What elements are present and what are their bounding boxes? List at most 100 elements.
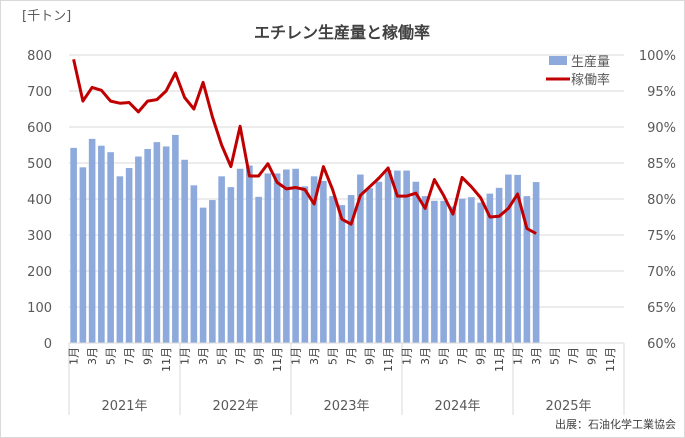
bar <box>338 205 346 343</box>
bar <box>357 174 364 343</box>
month-tick-label: 3月 <box>86 347 99 365</box>
bar <box>514 174 521 343</box>
source-note: 出展：石油化学工業協会 <box>555 417 676 431</box>
bar <box>412 181 420 343</box>
bar <box>116 176 124 343</box>
right-tick-label: 75% <box>647 229 676 244</box>
bar <box>264 173 272 343</box>
bar <box>292 168 299 343</box>
left-axis-unit: [千トン] <box>22 9 71 24</box>
bar <box>449 206 457 343</box>
month-tick-label: 9月 <box>142 347 155 365</box>
month-tick-label: 3月 <box>530 347 543 365</box>
month-tick-label: 1月 <box>512 347 525 365</box>
bar <box>273 173 281 343</box>
right-tick-label: 60% <box>647 337 676 352</box>
month-tick-label: 7月 <box>345 347 358 365</box>
bar <box>394 170 401 343</box>
month-tick-label: 1月 <box>68 347 81 365</box>
left-tick-label: 300 <box>27 229 52 244</box>
bar <box>70 147 77 343</box>
month-tick-label: 5月 <box>216 347 229 365</box>
chart-title: エチレン生産量と稼働率 <box>254 23 430 42</box>
legend-label-production: 生産量 <box>571 54 610 70</box>
bar <box>505 174 512 343</box>
bar <box>153 142 161 343</box>
month-tick-label: 1月 <box>290 347 303 365</box>
bar <box>236 168 244 343</box>
right-tick-label: 70% <box>647 265 676 280</box>
bar <box>366 188 373 343</box>
month-tick-label: 11月 <box>160 347 173 372</box>
bar <box>199 207 207 343</box>
bar <box>320 181 327 343</box>
left-tick-label: 600 <box>27 121 52 136</box>
right-tick-label: 65% <box>647 301 676 316</box>
bar <box>107 152 114 343</box>
bar <box>181 159 188 343</box>
month-tick-label: 7月 <box>234 347 247 365</box>
month-tick-label: 11月 <box>493 347 506 372</box>
bar <box>431 200 438 343</box>
bar <box>495 187 503 343</box>
left-tick-label: 200 <box>27 265 52 280</box>
bar <box>301 186 309 343</box>
bar <box>88 138 96 343</box>
bar <box>523 196 531 343</box>
bar <box>421 196 429 343</box>
bar <box>375 181 383 343</box>
year-label: 2024年 <box>434 399 480 414</box>
right-tick-label: 85% <box>647 157 676 172</box>
legend-bar-swatch <box>549 56 567 65</box>
bar <box>162 146 170 343</box>
bar <box>246 165 253 343</box>
bar <box>135 156 142 343</box>
bar <box>190 185 198 343</box>
bar <box>384 170 392 343</box>
left-tick-label: 700 <box>27 85 52 100</box>
bar <box>209 200 216 343</box>
month-tick-label: 9月 <box>586 347 599 365</box>
month-tick-label: 11月 <box>604 347 617 372</box>
left-tick-label: 400 <box>27 193 52 208</box>
month-tick-label: 5月 <box>549 347 562 365</box>
bar <box>458 198 466 343</box>
bar <box>227 187 235 343</box>
utilization-line <box>72 58 537 235</box>
bar <box>310 176 318 343</box>
bar <box>98 145 105 343</box>
bar <box>403 170 410 343</box>
bar <box>477 202 484 343</box>
legend-label-utilization: 稼働率 <box>571 72 610 88</box>
bar <box>329 196 336 343</box>
month-tick-label: 3月 <box>308 347 321 365</box>
bar <box>218 176 225 343</box>
right-tick-label: 95% <box>647 85 676 100</box>
right-tick-label: 90% <box>647 121 676 136</box>
bar <box>255 196 262 343</box>
bar <box>486 193 494 343</box>
month-tick-label: 7月 <box>456 347 469 365</box>
left-tick-label: 800 <box>27 49 52 64</box>
bar <box>440 200 447 343</box>
year-label: 2022年 <box>212 399 258 414</box>
month-tick-label: 11月 <box>382 347 395 372</box>
month-tick-label: 5月 <box>327 347 340 365</box>
month-tick-label: 7月 <box>123 347 136 365</box>
left-tick-label: 0 <box>44 337 52 352</box>
month-tick-label: 9月 <box>475 347 488 365</box>
right-tick-label: 100% <box>639 49 676 64</box>
month-tick-label: 1月 <box>179 347 192 365</box>
month-tick-label: 3月 <box>419 347 432 365</box>
bar <box>172 134 179 343</box>
month-tick-label: 9月 <box>253 347 266 365</box>
month-tick-label: 11月 <box>271 347 284 372</box>
month-tick-label: 9月 <box>364 347 377 365</box>
month-tick-label: 5月 <box>105 347 118 365</box>
bar <box>347 195 355 343</box>
year-label: 2025年 <box>545 399 591 414</box>
legend: 生産量 稼働率 <box>546 54 610 88</box>
month-tick-label: 3月 <box>197 347 210 365</box>
bar <box>79 167 87 343</box>
